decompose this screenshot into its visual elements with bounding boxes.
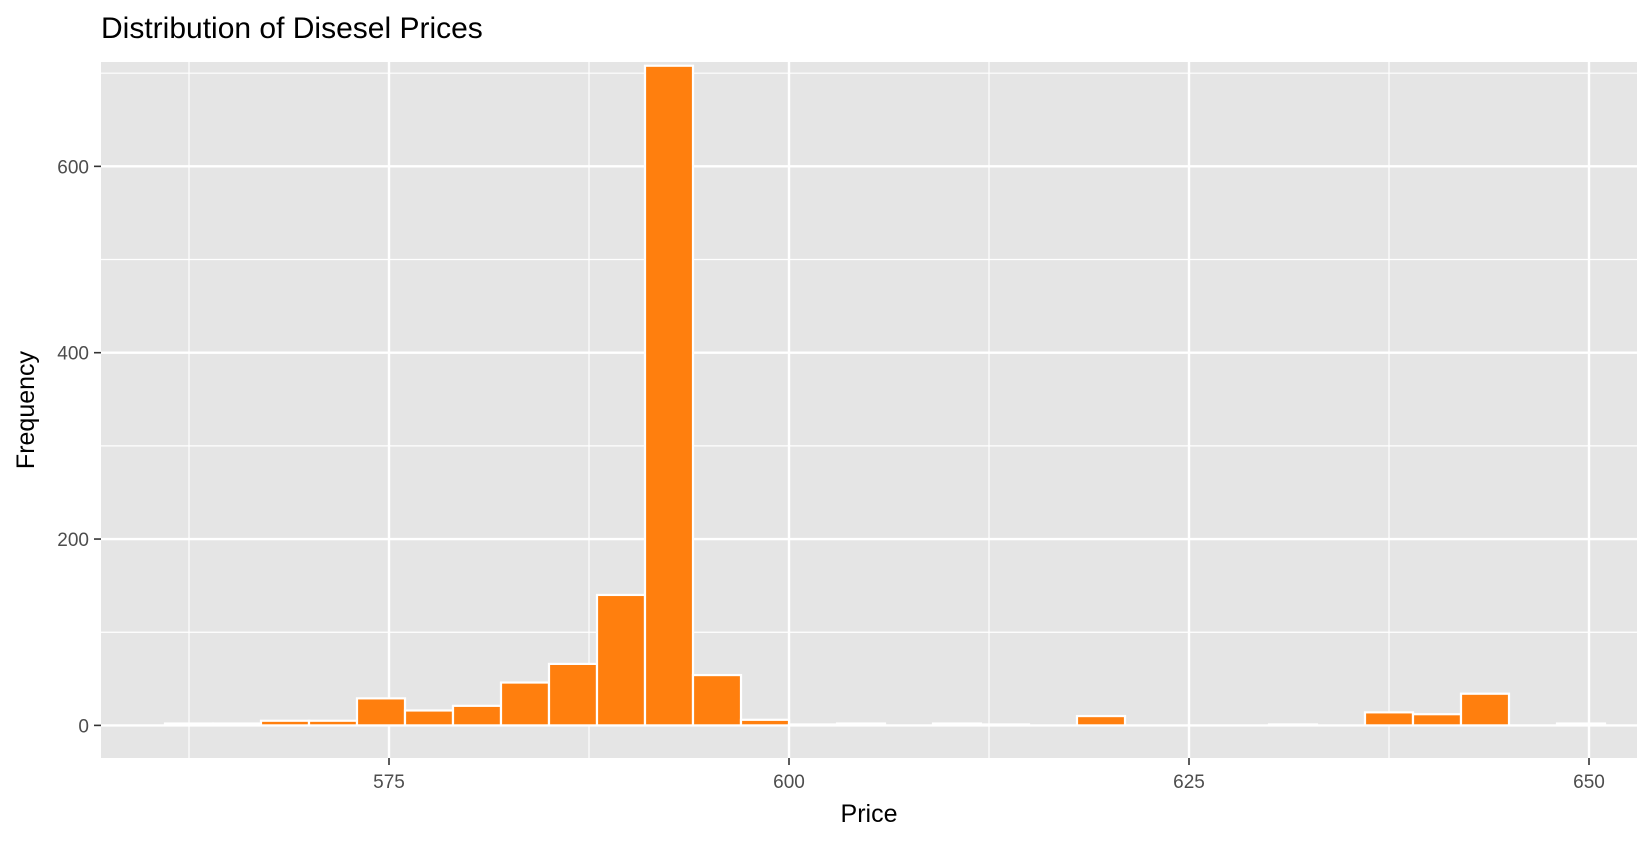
histogram-bar bbox=[691, 673, 743, 727]
x-tick-label: 600 bbox=[773, 772, 805, 793]
x-tick-label: 625 bbox=[1173, 772, 1205, 793]
histogram-bar bbox=[979, 723, 1031, 727]
grid-minor bbox=[101, 62, 1637, 758]
y-axis: 0 200 400 600 bbox=[57, 157, 101, 737]
histogram-bar bbox=[259, 719, 311, 727]
histogram-bar bbox=[403, 709, 455, 727]
histogram-bar bbox=[1411, 713, 1463, 727]
x-axis: 575 600 625 650 bbox=[373, 758, 1605, 793]
histogram-bar bbox=[739, 718, 791, 727]
histogram-bar bbox=[835, 722, 887, 727]
histogram-bar bbox=[307, 719, 359, 727]
histogram-bar bbox=[451, 704, 503, 727]
histogram-bar bbox=[547, 662, 599, 727]
y-tick-label: 0 bbox=[78, 716, 89, 737]
histogram-bar bbox=[1363, 711, 1415, 727]
y-axis-title: Frequency bbox=[12, 350, 40, 469]
histogram-bar bbox=[1555, 722, 1607, 727]
plot-panel bbox=[101, 62, 1637, 758]
y-tick-label: 400 bbox=[57, 344, 89, 365]
histogram-bar bbox=[643, 64, 695, 727]
histogram-bar bbox=[595, 593, 647, 727]
histogram-bar bbox=[499, 681, 551, 727]
x-tick-label: 650 bbox=[1573, 772, 1605, 793]
histogram-bar bbox=[931, 722, 983, 727]
histogram-bar bbox=[787, 723, 839, 727]
histogram-bar bbox=[163, 722, 215, 727]
x-tick-label: 575 bbox=[373, 772, 405, 793]
histogram-bars bbox=[163, 64, 1607, 727]
chart-title: Distribution of Disesel Prices bbox=[101, 12, 483, 45]
histogram-bar bbox=[211, 722, 263, 727]
histogram-bar bbox=[1267, 723, 1319, 727]
histogram-bar bbox=[355, 697, 407, 727]
y-tick-label: 200 bbox=[57, 530, 89, 551]
histogram-bar bbox=[1459, 692, 1511, 727]
x-axis-title: Price bbox=[841, 800, 898, 828]
histogram-bar bbox=[1075, 714, 1127, 727]
grid-major bbox=[101, 62, 1637, 758]
y-tick-label: 600 bbox=[57, 157, 89, 178]
